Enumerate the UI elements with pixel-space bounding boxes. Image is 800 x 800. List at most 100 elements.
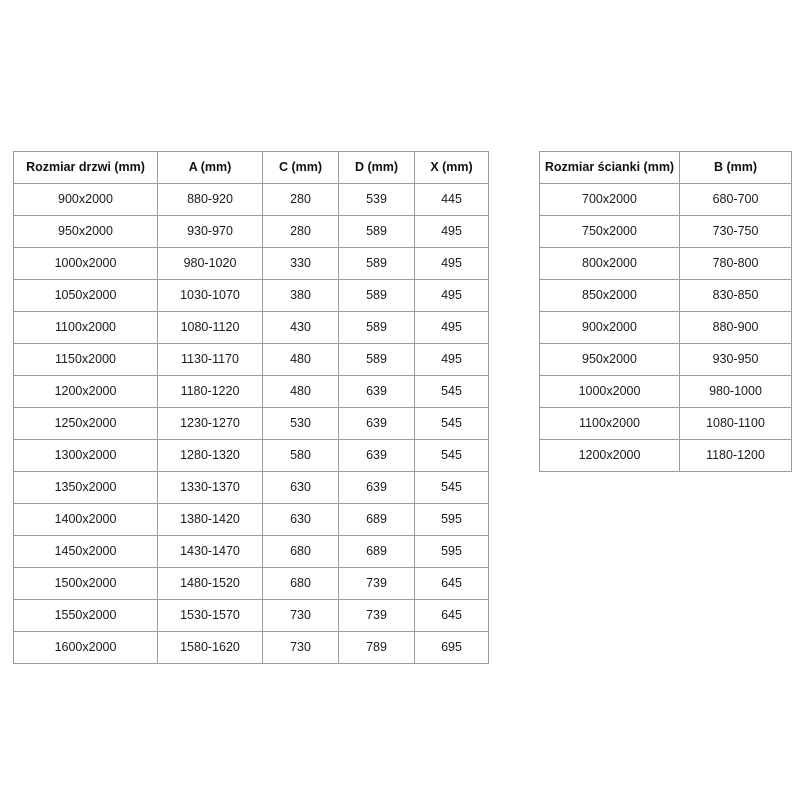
- cell-c: 280: [262, 215, 339, 248]
- cell-c: 480: [262, 343, 339, 376]
- cell-x: 495: [414, 311, 489, 344]
- cell-a: 1130-1170: [157, 343, 263, 376]
- cell-b: 880-900: [679, 311, 792, 344]
- table-row: 1350x2000 1330-1370 630 639 545: [13, 471, 489, 504]
- cell-b: 1180-1200: [679, 439, 792, 472]
- cell-a: 980-1020: [157, 247, 263, 280]
- cell-size: 950x2000: [539, 343, 680, 376]
- cell-size: 1200x2000: [13, 375, 158, 408]
- cell-c: 530: [262, 407, 339, 440]
- cell-size: 1100x2000: [539, 407, 680, 440]
- cell-a: 1580-1620: [157, 631, 263, 664]
- doors-header-row: Rozmiar drzwi (mm) A (mm) C (mm) D (mm) …: [13, 151, 489, 184]
- cell-d: 639: [338, 439, 415, 472]
- cell-d: 589: [338, 343, 415, 376]
- walls-table-head: Rozmiar ścianki (mm) B (mm): [539, 151, 792, 184]
- cell-x: 445: [414, 183, 489, 216]
- cell-a: 1380-1420: [157, 503, 263, 536]
- cell-c: 330: [262, 247, 339, 280]
- cell-size: 750x2000: [539, 215, 680, 248]
- cell-size: 800x2000: [539, 247, 680, 280]
- cell-c: 280: [262, 183, 339, 216]
- table-row: 1000x2000 980-1000: [539, 375, 792, 408]
- table-row: 1000x2000 980-1020 330 589 495: [13, 247, 489, 280]
- cell-size: 700x2000: [539, 183, 680, 216]
- table-row: 1050x2000 1030-1070 380 589 495: [13, 279, 489, 312]
- cell-b: 1080-1100: [679, 407, 792, 440]
- walls-table-block: Rozmiar ścianki (mm) B (mm) 700x2000 680…: [539, 151, 792, 472]
- cell-x: 495: [414, 247, 489, 280]
- cell-a: 880-920: [157, 183, 263, 216]
- cell-a: 1230-1270: [157, 407, 263, 440]
- cell-x: 645: [414, 567, 489, 600]
- table-row: 1100x2000 1080-1120 430 589 495: [13, 311, 489, 344]
- cell-a: 1280-1320: [157, 439, 263, 472]
- tables-container: Rozmiar drzwi (mm) A (mm) C (mm) D (mm) …: [0, 151, 800, 664]
- doors-col-header-d: D (mm): [338, 151, 415, 184]
- cell-d: 639: [338, 407, 415, 440]
- cell-x: 545: [414, 375, 489, 408]
- cell-d: 589: [338, 311, 415, 344]
- table-row: 900x2000 880-920 280 539 445: [13, 183, 489, 216]
- cell-d: 589: [338, 247, 415, 280]
- cell-c: 680: [262, 567, 339, 600]
- walls-table-body: 700x2000 680-700 750x2000 730-750 800x20…: [539, 183, 792, 472]
- cell-size: 1550x2000: [13, 599, 158, 632]
- table-row: 1550x2000 1530-1570 730 739 645: [13, 599, 489, 632]
- cell-c: 730: [262, 631, 339, 664]
- cell-a: 1430-1470: [157, 535, 263, 568]
- cell-b: 680-700: [679, 183, 792, 216]
- cell-d: 689: [338, 503, 415, 536]
- doors-col-header-c: C (mm): [262, 151, 339, 184]
- walls-header-row: Rozmiar ścianki (mm) B (mm): [539, 151, 792, 184]
- cell-size: 1050x2000: [13, 279, 158, 312]
- cell-size: 1200x2000: [539, 439, 680, 472]
- cell-size: 1600x2000: [13, 631, 158, 664]
- doors-col-header-a: A (mm): [157, 151, 263, 184]
- cell-b: 830-850: [679, 279, 792, 312]
- cell-size: 1000x2000: [539, 375, 680, 408]
- cell-x: 595: [414, 535, 489, 568]
- cell-x: 695: [414, 631, 489, 664]
- walls-col-header-b: B (mm): [679, 151, 792, 184]
- table-row: 1500x2000 1480-1520 680 739 645: [13, 567, 489, 600]
- cell-x: 495: [414, 343, 489, 376]
- cell-x: 595: [414, 503, 489, 536]
- cell-b: 730-750: [679, 215, 792, 248]
- doors-col-header-size: Rozmiar drzwi (mm): [13, 151, 158, 184]
- table-row: 1200x2000 1180-1220 480 639 545: [13, 375, 489, 408]
- table-row: 800x2000 780-800: [539, 247, 792, 280]
- table-row: 1200x2000 1180-1200: [539, 439, 792, 472]
- walls-col-header-size: Rozmiar ścianki (mm): [539, 151, 680, 184]
- table-row: 950x2000 930-970 280 589 495: [13, 215, 489, 248]
- cell-c: 630: [262, 471, 339, 504]
- cell-size: 900x2000: [539, 311, 680, 344]
- cell-size: 1450x2000: [13, 535, 158, 568]
- cell-d: 639: [338, 375, 415, 408]
- cell-size: 1000x2000: [13, 247, 158, 280]
- table-row: 950x2000 930-950: [539, 343, 792, 376]
- cell-b: 980-1000: [679, 375, 792, 408]
- cell-size: 1250x2000: [13, 407, 158, 440]
- cell-c: 730: [262, 599, 339, 632]
- cell-d: 739: [338, 567, 415, 600]
- cell-d: 589: [338, 215, 415, 248]
- doors-table-body: 900x2000 880-920 280 539 445 950x2000 93…: [13, 183, 489, 664]
- cell-a: 930-970: [157, 215, 263, 248]
- table-row: 700x2000 680-700: [539, 183, 792, 216]
- cell-x: 545: [414, 407, 489, 440]
- cell-x: 495: [414, 279, 489, 312]
- cell-d: 539: [338, 183, 415, 216]
- walls-dimensions-table: Rozmiar ścianki (mm) B (mm) 700x2000 680…: [539, 151, 792, 472]
- cell-c: 430: [262, 311, 339, 344]
- doors-col-header-x: X (mm): [414, 151, 489, 184]
- cell-b: 930-950: [679, 343, 792, 376]
- table-row: 1300x2000 1280-1320 580 639 545: [13, 439, 489, 472]
- cell-size: 1400x2000: [13, 503, 158, 536]
- cell-size: 850x2000: [539, 279, 680, 312]
- cell-size: 900x2000: [13, 183, 158, 216]
- cell-a: 1480-1520: [157, 567, 263, 600]
- cell-c: 630: [262, 503, 339, 536]
- doors-dimensions-table: Rozmiar drzwi (mm) A (mm) C (mm) D (mm) …: [13, 151, 489, 664]
